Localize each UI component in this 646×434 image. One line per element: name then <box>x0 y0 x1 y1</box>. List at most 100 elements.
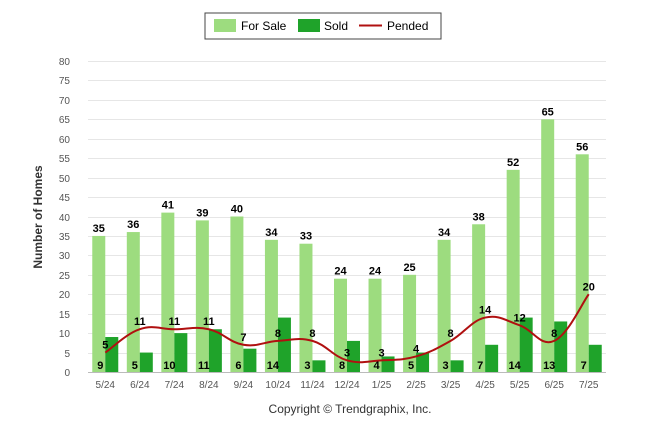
bar-for-sale <box>299 243 313 372</box>
x-tick-label: 10/24 <box>265 380 290 391</box>
data-label-sold: 14 <box>509 360 522 372</box>
y-tick-label: 35 <box>59 232 71 243</box>
x-axis-ticks: 5/24 6/24 7/24 8/24 9/24 10/24 11/24 12/24 1/25 2… <box>96 380 599 391</box>
data-label-sold: 8 <box>339 360 345 372</box>
x-tick-label: 9/24 <box>234 380 254 391</box>
bar-sold <box>312 360 326 372</box>
data-label-pended: 7 <box>240 332 246 344</box>
data-label-for-sale: 56 <box>576 141 588 153</box>
bar-sold <box>243 348 257 372</box>
y-axis-ticks: 0 5 10 15 20 25 30 35 40 45 50 55 60 65 70 75 80 <box>59 57 71 379</box>
y-tick-label: 5 <box>64 349 70 360</box>
data-label-for-sale: 24 <box>369 266 382 278</box>
data-label-sold: 4 <box>373 360 380 372</box>
data-label-sold: 5 <box>132 360 138 372</box>
data-label-pended: 8 <box>275 328 281 340</box>
legend-swatch-for-sale <box>214 19 236 32</box>
bar-for-sale <box>126 232 140 372</box>
data-label-pended: 8 <box>551 328 557 340</box>
x-tick-label: 1/25 <box>372 380 392 391</box>
data-label-for-sale: 38 <box>473 211 485 223</box>
data-label-pended: 11 <box>134 316 146 328</box>
bar-sold <box>208 329 222 372</box>
y-tick-label: 15 <box>59 310 71 321</box>
data-label-sold: 14 <box>267 360 280 372</box>
bar-for-sale <box>264 239 278 372</box>
data-label-pended: 11 <box>169 316 181 328</box>
pended-line <box>104 293 590 364</box>
bars <box>92 119 602 372</box>
bar-sold <box>174 333 188 372</box>
y-tick-label: 50 <box>59 174 71 185</box>
x-tick-label: 6/25 <box>544 380 564 391</box>
y-tick-label: 70 <box>59 96 71 107</box>
data-label-pended: 8 <box>448 328 454 340</box>
bar-sold <box>347 340 360 372</box>
bar-for-sale <box>334 278 347 372</box>
data-label-for-sale: 25 <box>403 262 415 274</box>
x-tick-label: 7/24 <box>165 380 185 391</box>
legend: For Sale Sold Pended <box>204 12 442 40</box>
data-label-pended: 14 <box>479 305 492 317</box>
y-tick-label: 10 <box>59 329 71 340</box>
data-label-pended: 8 <box>309 328 315 340</box>
copyright-footer: Copyright © Trendgraphix, Inc. <box>269 402 432 416</box>
y-tick-label: 55 <box>59 154 71 165</box>
data-label-for-sale: 24 <box>334 266 347 278</box>
data-label-sold: 5 <box>408 360 414 372</box>
bar-for-sale <box>472 224 486 372</box>
x-tick-label: 2/25 <box>406 380 426 391</box>
legend-swatch-sold <box>298 19 320 32</box>
bar-sold <box>277 317 291 372</box>
data-label-for-sale: 39 <box>196 207 208 219</box>
bar-sold <box>450 360 464 372</box>
legend-box <box>204 12 442 40</box>
y-tick-label: 45 <box>59 193 71 204</box>
y-tick-label: 80 <box>59 57 71 68</box>
data-label-for-sale: 41 <box>162 200 174 212</box>
x-tick-label: 7/25 <box>579 380 599 391</box>
data-label-sold: 13 <box>543 360 555 372</box>
data-label-pended: 12 <box>514 312 526 324</box>
bar-for-sale <box>541 119 555 372</box>
x-tick-label: 6/24 <box>130 380 150 391</box>
data-label-sold: 7 <box>581 360 587 372</box>
data-label-for-sale: 52 <box>507 157 519 169</box>
legend-label-pended: Pended <box>387 19 428 33</box>
bar-for-sale <box>403 274 417 372</box>
data-label-for-sale: 33 <box>300 231 312 243</box>
y-tick-label: 25 <box>59 271 71 282</box>
bar-sold <box>485 344 499 372</box>
bar-for-sale <box>437 239 451 372</box>
x-tick-label: 12/24 <box>334 380 359 391</box>
y-axis-title: Number of Homes <box>31 165 45 269</box>
data-label-pended: 4 <box>413 343 420 355</box>
data-label-pended: 11 <box>203 316 215 328</box>
y-tick-label: 60 <box>59 135 71 146</box>
y-tick-label: 75 <box>59 76 71 87</box>
bar-for-sale <box>368 278 382 372</box>
x-tick-label: 5/25 <box>510 380 530 391</box>
y-tick-label: 40 <box>59 213 71 224</box>
x-tick-label: 11/24 <box>300 380 325 391</box>
bar-for-sale <box>195 220 209 372</box>
bar-sold <box>588 344 602 372</box>
data-label-for-sale: 34 <box>438 227 451 239</box>
legend-label-sold: Sold <box>324 19 348 33</box>
data-label-for-sale: 35 <box>93 223 105 235</box>
bar-for-sale <box>506 169 520 372</box>
data-label-pended: 5 <box>102 340 108 352</box>
y-tick-label: 20 <box>59 290 71 301</box>
y-tick-label: 0 <box>64 368 70 379</box>
data-label-pended: 3 <box>344 347 350 359</box>
bar-sold <box>139 352 153 372</box>
data-label-for-sale: 34 <box>265 227 278 239</box>
data-label-for-sale: 36 <box>127 219 139 231</box>
data-label-sold: 3 <box>443 360 449 372</box>
data-label-sold: 6 <box>235 360 241 372</box>
data-label-pended: 20 <box>583 281 595 293</box>
y-tick-label: 65 <box>59 115 71 126</box>
bar-for-sale <box>161 212 175 372</box>
data-label-for-sale: 40 <box>231 204 243 216</box>
